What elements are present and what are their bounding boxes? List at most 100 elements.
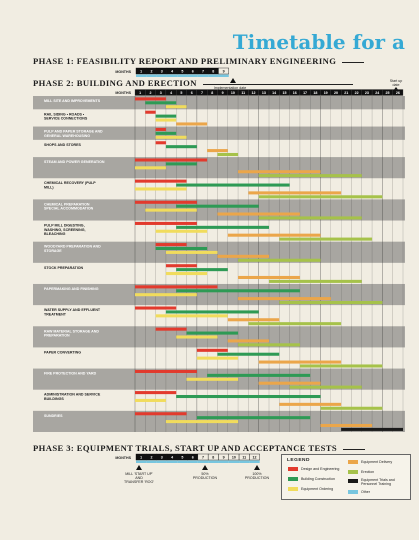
- startup-label-date: date: [393, 83, 400, 87]
- phase-2-month-label: 10: [231, 91, 235, 95]
- group-label: BLEACHING: [44, 232, 66, 236]
- legend-swatch-design: [288, 467, 298, 471]
- production-100-percent: 100%: [252, 472, 262, 476]
- phase-1-other-bar: [146, 74, 157, 77]
- divider: [343, 448, 366, 450]
- legend-label-delivery: Equipment Delivery: [361, 460, 393, 464]
- bar-rail-siding-roads-se-red: [145, 110, 156, 114]
- bar-raw-material-storage-lime: [238, 343, 300, 347]
- phase-3-other-bar: [197, 460, 209, 463]
- bar-raw-material-storage-red: [155, 327, 187, 331]
- legend-label-trials: Equipment Trials and Personnel Training: [361, 478, 395, 487]
- phase-3-month-label: 1: [140, 456, 142, 460]
- bar-chemical-preparation-red: [135, 200, 197, 204]
- group-label: STEAM AND POWER GENERATION: [44, 160, 105, 164]
- group-label: MILL SITE AND IMPROVEMENTS: [44, 99, 101, 103]
- phase-2-month-label: 16: [293, 91, 297, 95]
- phase-1-other-bar: [208, 74, 219, 77]
- phase-2-months-label: MONTHS: [115, 91, 131, 95]
- group-label: MILL): [44, 186, 54, 190]
- bar-pulp-mill-digesting--orange: [227, 233, 321, 237]
- phase-2-month-label: 22: [355, 91, 359, 95]
- phase-2-month-label: 4: [170, 91, 172, 95]
- phase-3-other-bar: [228, 460, 240, 463]
- bar-papermaking-and-fini-red: [135, 285, 218, 289]
- phase-1-heading: PHASE 1: FEASIBILITY REPORT AND PRELIMIN…: [33, 56, 365, 66]
- phase-1-month-label: 7: [202, 70, 204, 74]
- phase-3-other-bar: [146, 460, 157, 463]
- phase-3-month-cell: [249, 453, 260, 461]
- bar-chemical-recovery-pu-orange: [248, 191, 342, 195]
- phase-3-other-bar: [208, 460, 219, 463]
- phase-1-month-cell: [218, 67, 229, 75]
- legend-label-erection: Erection: [361, 470, 375, 474]
- bar-chemical-preparation-green: [176, 204, 259, 208]
- phase-2-month-label: 13: [262, 91, 266, 95]
- bar-shops-and-stores-green: [165, 145, 197, 149]
- legend-swatch-erection: [348, 470, 358, 474]
- bar-chemical-preparation-lime: [258, 216, 362, 220]
- phase-2-month-label: 12: [252, 91, 256, 95]
- phase-1-other-bar: [136, 74, 147, 77]
- bar-stock-preparation-lime: [269, 279, 362, 283]
- bar-papermaking-and-fini-green: [176, 289, 300, 293]
- phase-3-other-bar: [166, 460, 178, 463]
- bar-woodyard-preparation-lime: [238, 258, 321, 262]
- legend-label-design: Design and Engineering: [301, 467, 340, 471]
- bar-steam-and-power-gene-green: [165, 162, 197, 166]
- bar-shops-and-stores-orange: [207, 149, 228, 153]
- legend-swatch-delivery: [348, 460, 358, 464]
- phase-1-title: PHASE 1: FEASIBILITY REPORT AND PRELIMIN…: [33, 56, 337, 66]
- phase-2-month-label: 26: [396, 91, 400, 95]
- phase-2-heading: PHASE 2: BUILDING AND ERECTION: [33, 78, 353, 88]
- bar-pulp-mill-digesting--lime: [279, 237, 373, 241]
- bar-administration-and-s-yellow: [135, 398, 166, 402]
- bar-pulp-mill-digesting--yellow: [155, 229, 208, 233]
- bar-water-supply-and-eff-red: [135, 306, 177, 310]
- group-label: SPECIAL ACCOMMODATION: [44, 207, 94, 211]
- phase-2-title: PHASE 2: BUILDING AND ERECTION: [33, 78, 197, 88]
- phase-3-heading: PHASE 3: EQUIPMENT TRIALS, START UP AND …: [33, 443, 366, 453]
- bar-pulp-mill-digesting--red: [135, 221, 197, 225]
- bar-mill-site-and-improv-red: [135, 97, 166, 101]
- mill-startup-label-transfer: TRANSFER 'ROO': [124, 480, 154, 484]
- phase-2-month-label: 23: [365, 91, 369, 95]
- phase-3-month-label: 3: [161, 456, 163, 460]
- bar-administration-and-s-green: [176, 394, 321, 399]
- phase-1-month-label: 4: [171, 70, 173, 74]
- bar-paper-converting-green: [217, 352, 280, 356]
- group-label: PREPARATION: [44, 334, 70, 338]
- row-band: [33, 96, 405, 110]
- bar-chemical-recovery-pu-green: [176, 183, 290, 187]
- group-label: SHOPS AND STORES: [44, 143, 82, 147]
- bar-fire-protection-and--red: [135, 369, 197, 373]
- phase-3-month-label: 2: [150, 456, 152, 460]
- phase-2-month-label: 7: [201, 91, 203, 95]
- startup-label: Start up: [390, 79, 403, 83]
- bar-raw-material-storage-yellow: [176, 335, 218, 339]
- bar-sundries-green: [196, 416, 311, 420]
- bar-sundries-yellow: [165, 420, 239, 424]
- phase-1-other-bar: [177, 74, 188, 77]
- bar-water-supply-and-eff-lime: [248, 322, 342, 326]
- bar-stock-preparation-yellow: [165, 272, 208, 276]
- phase-3-title: PHASE 3: EQUIPMENT TRIALS, START UP AND …: [33, 443, 338, 453]
- group-label: PULP AND PAPER STORAGE AND: [44, 130, 103, 134]
- bar-chemical-recovery-pu-red: [135, 179, 187, 183]
- mill-startup-label-and: AND: [135, 476, 143, 480]
- legend-label-ordering: Equipment Ordering: [301, 487, 334, 491]
- bar-pulp-mill-digesting--green: [176, 225, 269, 229]
- mill-startup-marker: [136, 465, 142, 470]
- bar-water-supply-and-eff-orange: [227, 318, 280, 322]
- bar-chemical-recovery-pu-yellow: [135, 187, 187, 191]
- phase-2-month-label: 11: [241, 91, 245, 95]
- group-label: GENERAL WAREHOUSING: [44, 134, 90, 138]
- phase-2-month-label: 6: [191, 91, 193, 95]
- legend: LEGEND Design and Engineering Building C…: [281, 454, 411, 500]
- phase-2-month-label: 20: [334, 91, 338, 95]
- bar-steam-and-power-gene-yellow: [135, 166, 166, 170]
- phase-2-month-label: 19: [324, 91, 328, 95]
- bar-administration-and-s-lime: [320, 406, 383, 410]
- legend-label-building: Building Construction: [301, 477, 335, 481]
